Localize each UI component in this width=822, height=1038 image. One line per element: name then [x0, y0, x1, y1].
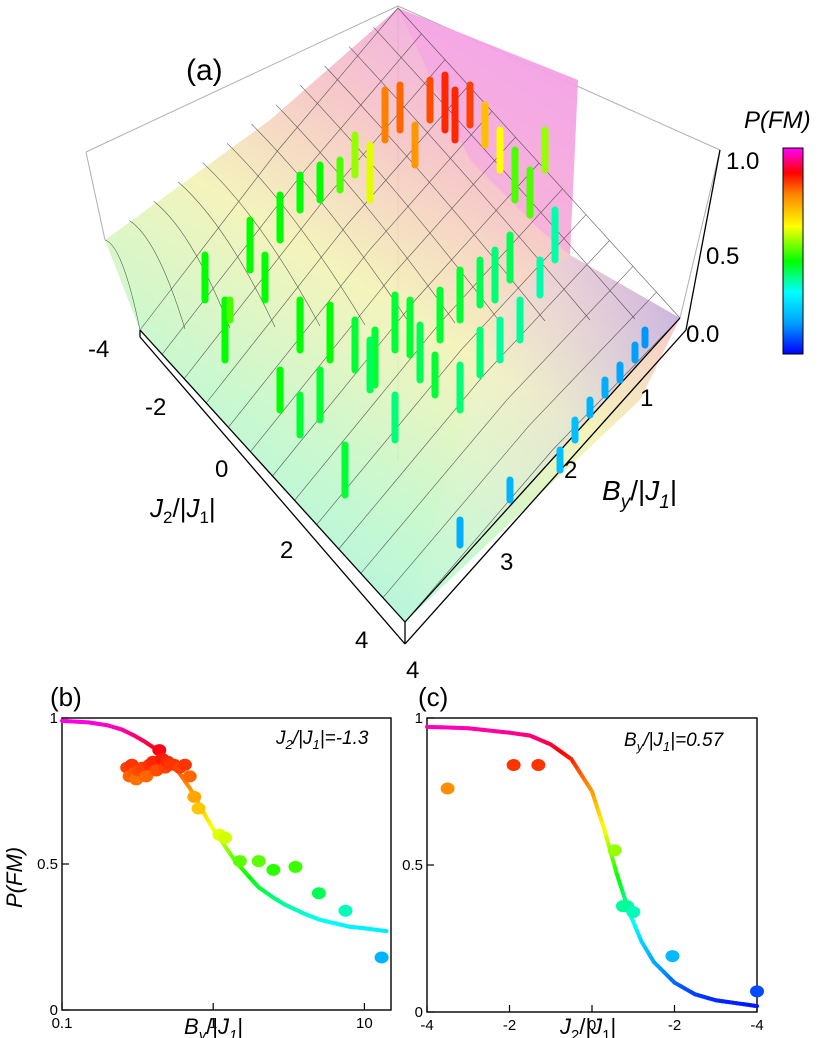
y-tick-label: 0: [50, 1002, 58, 1019]
j2-tick: 2: [280, 537, 293, 564]
xlabel-c: J2/|J1|: [559, 1014, 616, 1038]
mesh-line: [382, 291, 657, 598]
annotation-c: By/|J1|=0.57: [624, 730, 725, 754]
data-point: [139, 770, 154, 783]
by-tick: 4: [406, 657, 419, 684]
panel-c-label: (c): [418, 682, 448, 712]
plot-frame-b: [61, 717, 392, 1011]
mesh-line: [324, 65, 546, 322]
mesh-line: [178, 181, 276, 328]
mesh-line: [300, 85, 501, 323]
data-point: [251, 855, 266, 868]
data-point: [232, 855, 247, 868]
mesh-line: [316, 214, 587, 525]
j2-axis-ticks: -4 -2 0 2 4: [88, 336, 368, 654]
mesh-line: [206, 85, 469, 404]
x-tick-label: -4: [420, 1017, 433, 1034]
data-point: [374, 951, 389, 964]
j2-tick: 4: [355, 627, 368, 654]
mesh-line: [104, 239, 141, 331]
xlabel-b: By/|J1|: [184, 1014, 243, 1038]
by-axis-label: By/|J1|: [602, 475, 677, 513]
theory-curve-b: [60, 718, 389, 934]
mesh-line: [226, 143, 366, 326]
panel-b-label: (b): [50, 682, 82, 712]
z-tick: 0.5: [706, 243, 739, 270]
data-point: [182, 770, 197, 783]
colorbar-gradient: [782, 147, 804, 355]
theory-curve-c: [425, 724, 759, 1009]
mesh-line: [153, 201, 231, 329]
data-point: [531, 759, 546, 772]
annotation-b: J2/|J1|=-1.3: [275, 728, 369, 752]
data-point: [750, 985, 764, 998]
mesh-line: [129, 220, 186, 330]
data-point: [177, 758, 192, 771]
mesh-line: [338, 240, 610, 550]
data-point: [440, 782, 455, 795]
by-axis-ticks: 1 2 3 4: [406, 385, 653, 684]
z-axis-ticks: 0.0 0.5 1.0: [686, 148, 759, 348]
x-tick-label: 1: [209, 1015, 217, 1032]
data-point: [187, 790, 202, 803]
panel-b: (b) 0.1 1 10 0 0.5 1 J2/|J1|=-1.3 By/|J1| P(F…: [2, 682, 392, 1038]
x-tick-label: 10: [356, 1015, 373, 1032]
data-point: [266, 863, 281, 876]
data-point: [665, 950, 680, 963]
x-tick-label: -2: [503, 1017, 516, 1034]
data-point: [626, 906, 641, 919]
experiment-points-c: [440, 759, 764, 998]
j2-tick: -4: [88, 336, 109, 363]
j2-tick: 0: [215, 456, 228, 483]
panel-a: -4 -2 0 2 4 1 2 3 4 0.0 0.5 1.0 J2/|J1| …: [85, 5, 811, 684]
z-tick: 0.0: [686, 321, 719, 348]
by-tick: 3: [500, 549, 513, 576]
j2-axis-label: J2/|J1|: [149, 493, 216, 527]
data-point: [218, 831, 233, 844]
experimental-bars: [201, 71, 649, 549]
mesh-line: [373, 27, 636, 320]
mesh-line: [202, 162, 321, 327]
axis-ticks-c: -4 -2 0 -2 -400.51: [402, 710, 764, 1034]
x-tick-label: 0.1: [52, 1015, 73, 1032]
x-tick-label: 0: [588, 1017, 596, 1034]
x-tick-label: -2: [668, 1017, 681, 1034]
plot-frame-c: [426, 717, 758, 1013]
panel-a-label: (a): [186, 54, 223, 87]
data-point: [506, 759, 521, 772]
ylabel-b: P(FM): [2, 847, 27, 908]
mesh-line: [251, 123, 411, 325]
colorbar-title: P(FM): [744, 107, 811, 134]
data-point: [288, 860, 303, 873]
y-tick-label: 1: [415, 710, 423, 727]
data-point: [311, 887, 326, 900]
y-tick-label: 0.5: [402, 857, 423, 874]
y-tick-label: 0.5: [37, 856, 58, 873]
y-tick-label: 0: [415, 1004, 423, 1021]
data-point: [607, 844, 622, 857]
experiment-points-b: [120, 744, 389, 964]
j2-tick: -2: [145, 394, 166, 421]
mesh-line: [228, 111, 493, 428]
mesh-line: [139, 7, 399, 331]
axis-ticks-b: 0.1 1 10 0 0.5 1: [37, 710, 373, 1032]
x-tick-label: -4: [750, 1017, 763, 1034]
mesh-line: [360, 266, 634, 574]
z-tick: 1.0: [726, 148, 759, 175]
y-tick-label: 1: [50, 710, 58, 727]
colorbar: P(FM): [744, 107, 811, 355]
mesh-line: [348, 46, 591, 321]
by-tick: 1: [640, 385, 653, 412]
data-point: [338, 904, 353, 917]
panel-c: (c) -4 -2 0 -2 -400.51 By/|J1|=0.57 J2/|J1|: [402, 682, 764, 1038]
box-edges: [139, 149, 721, 645]
by-tick: 2: [564, 457, 577, 484]
mesh-line: [275, 104, 456, 324]
data-point: [191, 802, 206, 815]
